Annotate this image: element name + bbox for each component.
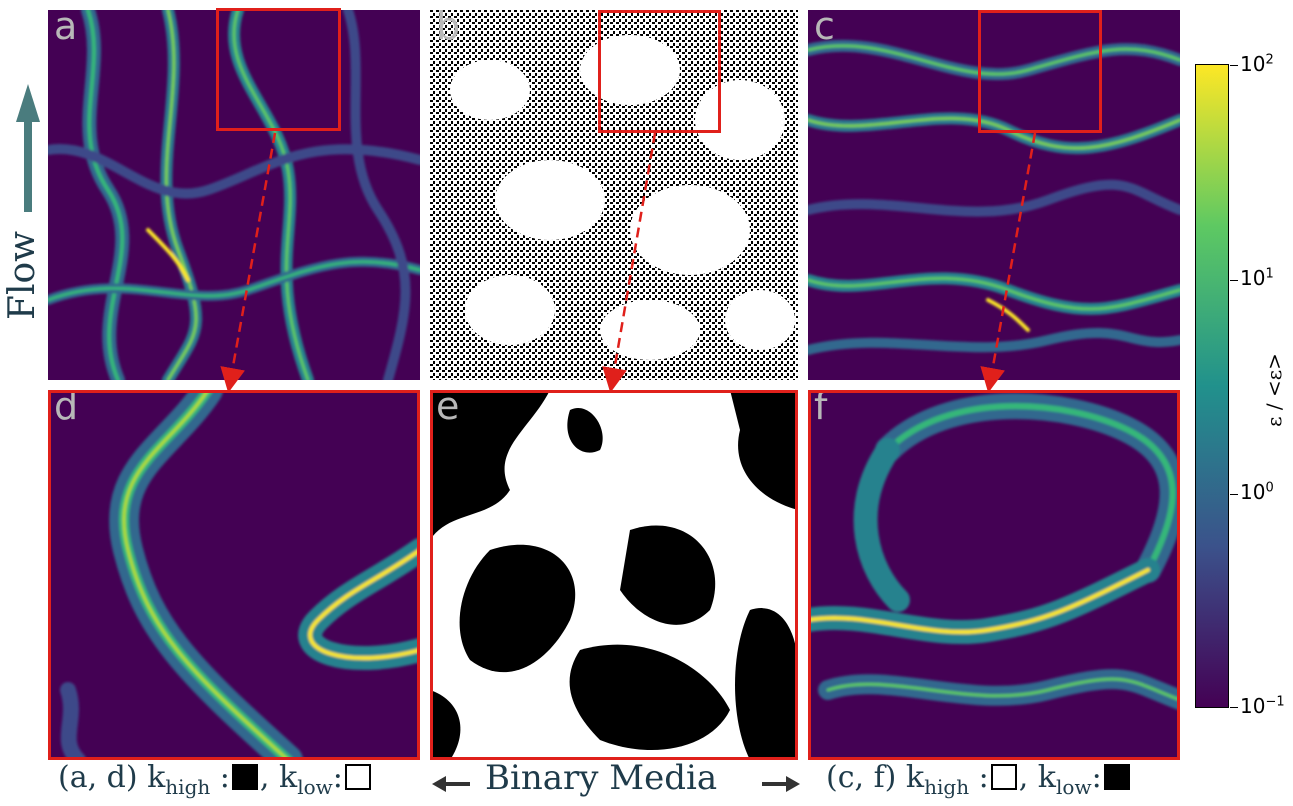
colorbar-label-2: 102 xyxy=(1240,52,1274,76)
black-square-icon xyxy=(231,764,258,790)
colorbar-tick-1 xyxy=(1230,280,1238,281)
caption-arrow-left-head xyxy=(432,776,446,792)
panel-f-label: f xyxy=(814,390,828,428)
colorbar xyxy=(1195,64,1229,708)
caption-center: Binary Media xyxy=(485,758,718,798)
panel-f-field: f xyxy=(808,390,1180,760)
white-square-icon xyxy=(990,764,1017,790)
panel-b-label: b xyxy=(436,10,461,48)
caption-right: (c, f) khigh :, klow: xyxy=(826,760,1132,799)
colorbar-title: ε / <ε> xyxy=(1262,353,1287,427)
crop-box-c xyxy=(978,10,1102,133)
crop-box-b xyxy=(598,10,721,133)
colorbar-label-1: 101 xyxy=(1240,266,1274,290)
panel-d-field: d xyxy=(48,390,420,760)
black-square-icon xyxy=(1103,764,1130,790)
panel-e-binary: e xyxy=(430,390,798,760)
panel-a-channels xyxy=(48,10,420,380)
panel-c-label: c xyxy=(814,10,835,48)
panel-a-label: a xyxy=(54,10,78,48)
white-square-icon xyxy=(344,764,371,790)
flow-label: Flow xyxy=(2,231,43,320)
panel-e-media xyxy=(430,390,798,760)
caption-left: (a, d) khigh :, klow: xyxy=(58,760,373,799)
colorbar-gradient xyxy=(1196,65,1228,707)
panel-d-channels xyxy=(60,390,420,760)
crop-box-a xyxy=(216,8,341,131)
panel-f-channels xyxy=(808,393,1180,710)
flow-arrow-head xyxy=(16,84,40,122)
colorbar-tick-2 xyxy=(1230,65,1238,66)
panel-d-label: d xyxy=(54,390,79,428)
colorbar-label-m1: 10−1 xyxy=(1240,694,1285,718)
caption-arrow-right-head xyxy=(786,776,800,792)
colorbar-tick-0 xyxy=(1230,494,1238,495)
panel-e-label: e xyxy=(436,390,460,428)
colorbar-label-0: 100 xyxy=(1240,480,1274,504)
colorbar-tick-m1 xyxy=(1230,707,1238,708)
